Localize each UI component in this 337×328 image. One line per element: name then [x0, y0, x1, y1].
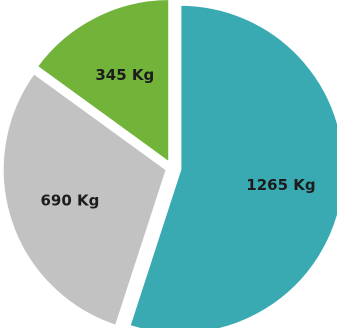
pie-slice-3 [34, 0, 172, 167]
pie-slice-2 [0, 70, 170, 328]
pie-slice-label-3: 345 Kg [95, 66, 154, 84]
pie-slice-1 [127, 2, 337, 328]
pie-labels: 1265 Kg 690 Kg 345 Kg [40, 66, 315, 210]
pie-slice-label-1: 1265 Kg [246, 176, 315, 194]
pie-slice-label-2: 690 Kg [40, 192, 99, 210]
